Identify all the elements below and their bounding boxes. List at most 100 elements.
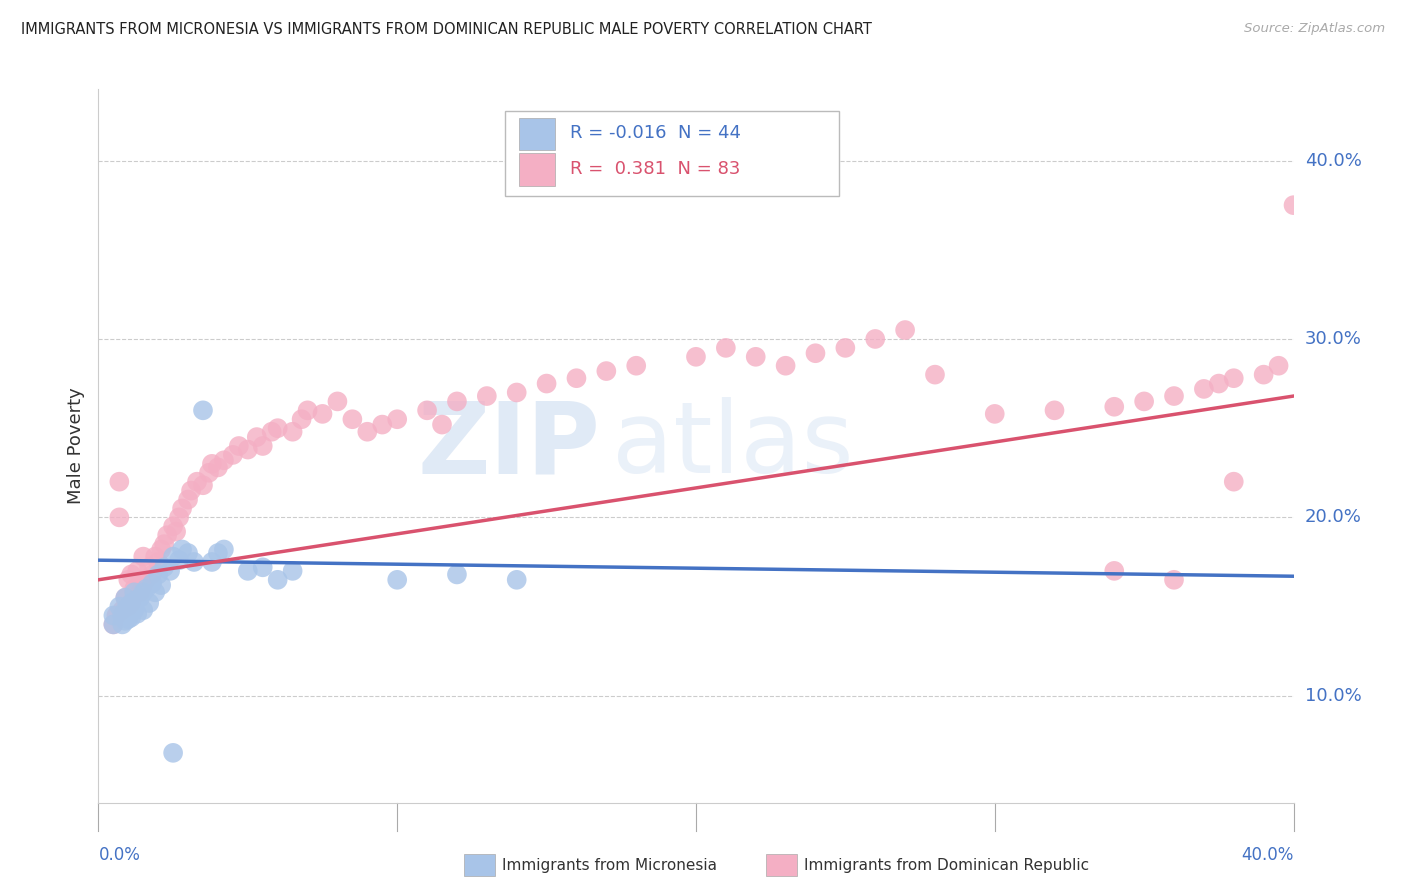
Point — [297, 403, 319, 417]
Point — [1267, 359, 1289, 373]
Point — [127, 607, 149, 621]
Point — [124, 585, 146, 599]
Point — [506, 385, 529, 400]
Point — [281, 425, 304, 439]
Text: atlas: atlas — [613, 398, 853, 494]
Point — [153, 537, 176, 551]
Point — [326, 394, 349, 409]
Point — [124, 582, 146, 596]
Point — [191, 403, 214, 417]
Point — [198, 466, 221, 480]
Point — [148, 567, 170, 582]
Point — [446, 567, 468, 582]
Point — [475, 389, 498, 403]
Text: 30.0%: 30.0% — [1305, 330, 1361, 348]
Point — [114, 614, 136, 628]
Point — [236, 442, 259, 457]
Point — [129, 585, 152, 599]
FancyBboxPatch shape — [519, 153, 555, 186]
Point — [117, 599, 139, 614]
Point — [132, 603, 155, 617]
Point — [626, 359, 648, 373]
Point — [1163, 573, 1185, 587]
Point — [834, 341, 856, 355]
Point — [446, 394, 468, 409]
Point — [180, 483, 202, 498]
Y-axis label: Male Poverty: Male Poverty — [66, 388, 84, 504]
Point — [117, 612, 139, 626]
Point — [108, 475, 131, 489]
Point — [132, 585, 155, 599]
Point — [1208, 376, 1230, 391]
Point — [236, 564, 259, 578]
Point — [103, 608, 125, 623]
Point — [1163, 389, 1185, 403]
Point — [117, 599, 139, 614]
Point — [252, 560, 274, 574]
Point — [141, 567, 163, 582]
Point — [201, 555, 224, 569]
Text: 20.0%: 20.0% — [1305, 508, 1361, 526]
Point — [167, 553, 190, 567]
Point — [129, 591, 152, 605]
Point — [103, 617, 125, 632]
Point — [506, 573, 529, 587]
Point — [865, 332, 887, 346]
Point — [177, 546, 200, 560]
Point — [111, 603, 134, 617]
Point — [222, 448, 245, 462]
Point — [1104, 400, 1126, 414]
Point — [1104, 564, 1126, 578]
Point — [714, 341, 737, 355]
Text: Immigrants from Dominican Republic: Immigrants from Dominican Republic — [804, 858, 1090, 872]
Point — [143, 549, 166, 564]
Text: Immigrants from Micronesia: Immigrants from Micronesia — [502, 858, 717, 872]
FancyBboxPatch shape — [505, 111, 839, 196]
Text: R = -0.016  N = 44: R = -0.016 N = 44 — [571, 125, 741, 143]
Point — [311, 407, 333, 421]
Point — [430, 417, 453, 432]
Point — [228, 439, 250, 453]
Point — [162, 746, 184, 760]
Point — [108, 599, 131, 614]
Point — [207, 460, 229, 475]
Point — [156, 528, 179, 542]
Point — [984, 407, 1007, 421]
Point — [1253, 368, 1275, 382]
Point — [150, 542, 173, 557]
Point — [167, 510, 190, 524]
Point — [117, 573, 139, 587]
Point — [162, 549, 184, 564]
Point — [111, 608, 134, 623]
Point — [127, 564, 149, 578]
Point — [212, 453, 235, 467]
Point — [120, 596, 142, 610]
Point — [1282, 198, 1305, 212]
Point — [177, 492, 200, 507]
Point — [114, 591, 136, 605]
Point — [138, 596, 160, 610]
Point — [127, 592, 149, 607]
Point — [1223, 371, 1246, 385]
Point — [201, 457, 224, 471]
Point — [1192, 382, 1215, 396]
Point — [342, 412, 364, 426]
Point — [924, 368, 946, 382]
Point — [267, 421, 290, 435]
Text: 40.0%: 40.0% — [1241, 846, 1294, 863]
Point — [132, 578, 155, 592]
Point — [183, 555, 205, 569]
Text: R =  0.381  N = 83: R = 0.381 N = 83 — [571, 161, 741, 178]
Point — [114, 591, 136, 605]
Point — [1133, 394, 1156, 409]
Point — [111, 617, 134, 632]
FancyBboxPatch shape — [519, 118, 555, 150]
Point — [371, 417, 394, 432]
Point — [120, 610, 142, 624]
Point — [172, 501, 194, 516]
Text: Source: ZipAtlas.com: Source: ZipAtlas.com — [1244, 22, 1385, 36]
Point — [172, 542, 194, 557]
Point — [141, 576, 163, 591]
Point — [135, 582, 157, 596]
Point — [260, 425, 283, 439]
